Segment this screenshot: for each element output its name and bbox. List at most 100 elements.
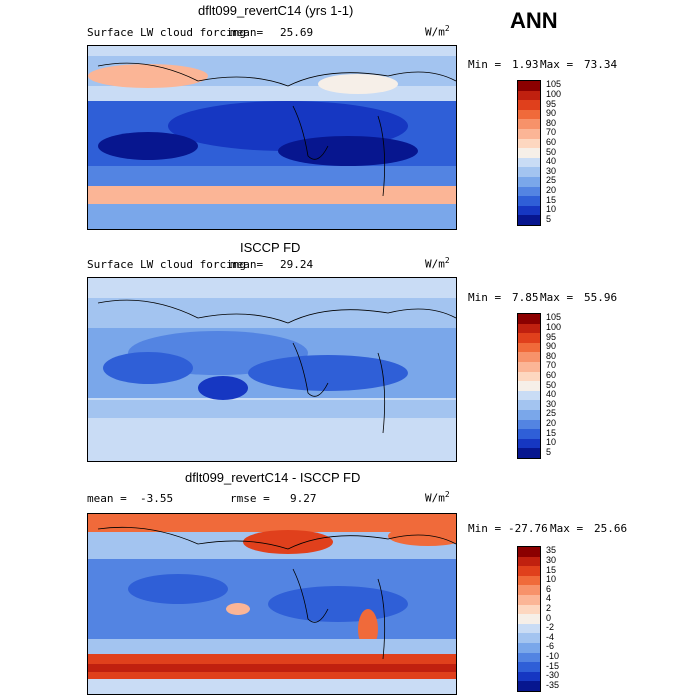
colorbar-tick-label: 100 xyxy=(546,321,562,332)
panel2-map xyxy=(87,277,457,462)
colorbar-segment xyxy=(518,438,540,449)
colorbar-tick-label: 0 xyxy=(546,612,552,623)
colorbar-segment xyxy=(518,614,540,624)
panel2-colorbar xyxy=(517,313,541,459)
panel3-min-value: -27.76 xyxy=(508,522,548,535)
colorbar-tick-label: -35 xyxy=(546,679,560,690)
colorbar-segment xyxy=(518,390,540,401)
colorbar-segment xyxy=(518,352,540,362)
colorbar-tick-label: 2 xyxy=(546,602,552,613)
colorbar-segment xyxy=(518,333,540,343)
panel2-max-value: 55.96 xyxy=(584,291,618,304)
colorbar-tick-label: 10 xyxy=(546,574,557,585)
panel1-min-label: Min = xyxy=(468,58,502,71)
colorbar-tick-label: 90 xyxy=(546,108,557,119)
panel2-units: W/m2 xyxy=(425,256,450,271)
panel3-rmse-value: 9.27 xyxy=(290,492,317,505)
colorbar-tick-label: -30 xyxy=(546,670,560,681)
panel1-title: dflt099_revertC14 (yrs 1-1) xyxy=(198,3,354,18)
colorbar-tick-label: 10 xyxy=(546,437,557,448)
colorbar-tick-label: 6 xyxy=(546,583,552,594)
colorbar-tick-label: 105 xyxy=(546,312,562,323)
colorbar-segment xyxy=(518,138,540,149)
colorbar-tick-label: 15 xyxy=(546,564,557,575)
colorbar-tick-label: 95 xyxy=(546,331,557,342)
panel2-mean-label: mean= xyxy=(230,258,264,271)
panel3-max-label: Max = xyxy=(550,522,584,535)
colorbar-segment xyxy=(518,400,540,410)
colorbar-tick-label: 50 xyxy=(546,379,557,390)
colorbar-segment xyxy=(518,652,540,663)
colorbar-segment xyxy=(518,109,540,120)
colorbar-segment xyxy=(518,566,540,576)
season-label: ANN xyxy=(510,8,558,33)
colorbar-segment xyxy=(518,323,540,334)
colorbar-tick-label: 70 xyxy=(546,360,557,371)
colorbar-tick-label: 60 xyxy=(546,136,557,147)
colorbar-tick-label: 20 xyxy=(546,417,557,428)
colorbar-segment xyxy=(518,148,540,158)
colorbar-tick-label: 100 xyxy=(546,88,562,99)
panel2-min-label: Min = xyxy=(468,291,502,304)
colorbar-segment xyxy=(518,585,540,595)
colorbar-segment xyxy=(518,633,540,643)
panel3-title: dflt099_revertC14 - ISCCP FD xyxy=(185,470,361,485)
panel2-mean-value: 29.24 xyxy=(280,258,314,271)
colorbar-segment xyxy=(518,314,540,324)
colorbar-segment xyxy=(518,448,540,458)
colorbar-tick-label: 20 xyxy=(546,184,557,195)
panel3-units: W/m2 xyxy=(425,490,450,505)
panel2-title: ISCCP FD xyxy=(240,240,301,255)
panel2-map-field xyxy=(88,278,456,461)
colorbar-tick-label: 60 xyxy=(546,369,557,380)
colorbar-tick-label: 50 xyxy=(546,146,557,157)
panel3-min-label: Min = xyxy=(468,522,502,535)
colorbar-tick-label: -4 xyxy=(546,631,555,642)
colorbar-tick-label: 5 xyxy=(546,213,552,224)
colorbar-segment xyxy=(518,409,540,420)
colorbar-segment xyxy=(518,186,540,197)
colorbar-segment xyxy=(518,623,540,634)
colorbar-tick-label: 30 xyxy=(546,554,557,565)
colorbar-segment xyxy=(518,361,540,372)
colorbar-tick-label: -6 xyxy=(546,641,555,652)
colorbar-segment xyxy=(518,681,540,691)
colorbar-segment xyxy=(518,429,540,439)
panel3-colorbar xyxy=(517,546,541,692)
panel3-max-value: 25.66 xyxy=(594,522,628,535)
colorbar-segment xyxy=(518,100,540,110)
colorbar-segment xyxy=(518,662,540,672)
panel1-max-value: 73.34 xyxy=(584,58,618,71)
panel2-min-value: 7.85 xyxy=(512,291,539,304)
colorbar-segment xyxy=(518,90,540,101)
colorbar-segment xyxy=(518,176,540,187)
panel2-max-label: Max = xyxy=(540,291,574,304)
panel3-rmse-label: rmse = xyxy=(230,492,270,505)
colorbar-tick-label: 15 xyxy=(546,427,557,438)
colorbar-segment xyxy=(518,604,540,615)
colorbar-segment xyxy=(518,205,540,216)
colorbar-segment xyxy=(518,419,540,430)
colorbar-tick-label: 105 xyxy=(546,79,562,90)
colorbar-segment xyxy=(518,547,540,557)
colorbar-segment xyxy=(518,342,540,353)
colorbar-tick-label: 30 xyxy=(546,398,557,409)
colorbar-tick-label: 80 xyxy=(546,117,557,128)
colorbar-tick-label: -10 xyxy=(546,650,560,661)
panel1-max-label: Max = xyxy=(540,58,574,71)
colorbar-segment xyxy=(518,671,540,682)
colorbar-segment xyxy=(518,196,540,206)
panel1-map xyxy=(87,45,457,230)
panel1-mean-label: mean= xyxy=(230,26,264,39)
colorbar-tick-label: 70 xyxy=(546,127,557,138)
panel1-min-value: 1.93 xyxy=(512,58,539,71)
colorbar-segment xyxy=(518,128,540,139)
colorbar-segment xyxy=(518,215,540,225)
panel1-map-field xyxy=(88,46,456,229)
colorbar-segment xyxy=(518,594,540,605)
colorbar-segment xyxy=(518,119,540,129)
colorbar-segment xyxy=(518,575,540,586)
panel1-field-label: Surface LW cloud forcing xyxy=(87,26,246,39)
colorbar-tick-label: 35 xyxy=(546,545,557,556)
panel3-map xyxy=(87,513,457,695)
